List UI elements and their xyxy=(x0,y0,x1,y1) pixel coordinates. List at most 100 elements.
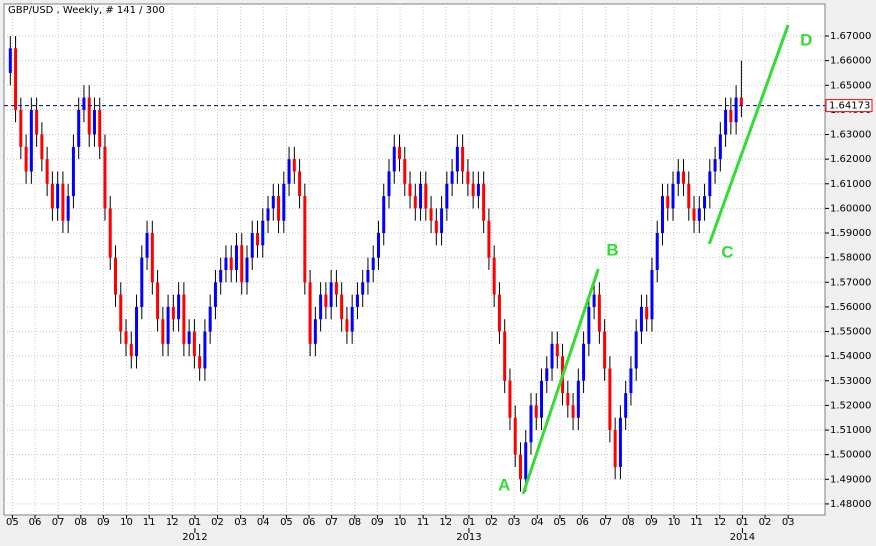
candle-body xyxy=(487,220,491,258)
candle-body xyxy=(713,159,717,172)
candle-body xyxy=(540,380,544,418)
candle-body xyxy=(98,109,102,147)
x-tick-label: 03 xyxy=(782,517,795,528)
x-tick-label: 07 xyxy=(599,517,612,528)
x-tick-label: 11 xyxy=(690,517,703,528)
candle-body xyxy=(645,306,649,320)
candle-body xyxy=(29,109,33,172)
candle-body xyxy=(392,146,396,172)
candle-body xyxy=(450,171,454,184)
candle-body xyxy=(429,208,433,221)
candle-body xyxy=(571,405,575,418)
y-tick-label: 1.49000 xyxy=(830,474,871,485)
candle-body xyxy=(266,208,270,221)
candle-body xyxy=(313,319,317,344)
candle-body xyxy=(639,306,643,332)
trendline-label: A xyxy=(498,475,510,494)
candle-body xyxy=(376,233,380,258)
trendline-label: C xyxy=(721,242,733,261)
candle-body xyxy=(192,331,196,357)
candle-body xyxy=(524,442,528,480)
year-label: 2013 xyxy=(456,532,481,543)
trendline xyxy=(707,24,790,245)
candle-body xyxy=(613,430,617,467)
candle-body xyxy=(724,109,728,135)
candle-body xyxy=(550,343,554,369)
candle-body xyxy=(624,393,628,418)
y-tick-label: 1.66000 xyxy=(830,56,871,67)
candle-body xyxy=(603,331,607,369)
x-tick-label: 01 xyxy=(736,517,749,528)
x-tick-label: 11 xyxy=(143,517,156,528)
candle-body xyxy=(697,208,701,221)
candle-body xyxy=(355,294,359,307)
x-tick-label: 10 xyxy=(120,517,133,528)
candle-body xyxy=(145,233,149,258)
x-tick-label: 08 xyxy=(74,517,87,528)
candle-body xyxy=(739,97,743,105)
x-tick-label: 07 xyxy=(52,517,65,528)
candle-body xyxy=(608,368,612,431)
candle-body xyxy=(150,233,154,283)
candle-body xyxy=(513,417,517,455)
y-tick-label: 1.62000 xyxy=(830,154,871,165)
candle-body xyxy=(140,257,144,307)
candle-body xyxy=(187,331,191,344)
year-label: 2014 xyxy=(730,532,755,543)
candle-body xyxy=(45,159,49,184)
candle-body xyxy=(682,171,686,184)
candle-body xyxy=(271,196,275,209)
x-tick-label: 05 xyxy=(280,517,293,528)
x-tick-label: 03 xyxy=(234,517,247,528)
candle-body xyxy=(219,269,223,283)
candle-body xyxy=(566,393,570,406)
y-tick-label: 1.48000 xyxy=(830,499,871,510)
candle-body xyxy=(455,146,459,172)
candle-body xyxy=(66,196,70,221)
x-tick-label: 09 xyxy=(97,517,110,528)
x-tick-label: 10 xyxy=(394,517,407,528)
candle-body xyxy=(503,331,507,381)
candle-body xyxy=(687,183,691,209)
candle-body xyxy=(303,196,307,283)
candle-body xyxy=(482,183,486,221)
x-tick-label: 05 xyxy=(554,517,567,528)
candle-body xyxy=(319,294,323,320)
candle-body xyxy=(92,109,96,135)
candle-body xyxy=(19,109,23,147)
candle-body xyxy=(545,368,549,381)
x-tick-label: 03 xyxy=(508,517,521,528)
candle-body xyxy=(434,220,438,234)
y-tick-label: 1.51000 xyxy=(830,425,871,436)
candle-body xyxy=(387,171,391,197)
x-tick-label: 04 xyxy=(531,517,544,528)
candle-body xyxy=(634,331,638,369)
candle-body xyxy=(35,109,39,135)
y-tick-label: 1.61000 xyxy=(830,179,871,190)
chart-title: GBP/USD , Weekly, # 141 / 300 xyxy=(8,5,165,16)
candle-body xyxy=(419,183,423,209)
candle-body xyxy=(334,282,338,295)
y-tick-label: 1.54000 xyxy=(830,351,871,362)
x-tick-label: 09 xyxy=(371,517,384,528)
candle-body xyxy=(261,220,265,246)
candle-body xyxy=(166,306,170,344)
candle-body xyxy=(692,208,696,221)
y-tick-label: 1.59000 xyxy=(830,228,871,239)
candle-body xyxy=(119,294,123,332)
candle-body xyxy=(224,257,228,270)
candle-body xyxy=(256,233,260,246)
candle-body xyxy=(71,146,75,197)
year-label: 2012 xyxy=(182,532,207,543)
candle-body xyxy=(424,183,428,209)
x-tick-label: 08 xyxy=(622,517,635,528)
x-tick-label: 10 xyxy=(668,517,681,528)
candle-body xyxy=(24,146,28,172)
x-tick-label: 06 xyxy=(303,517,316,528)
x-tick-label: 12 xyxy=(713,517,726,528)
candle-body xyxy=(324,294,328,307)
candle-body xyxy=(124,331,128,344)
candle-body xyxy=(650,269,654,320)
current-price-label: 1.64173 xyxy=(829,101,870,112)
